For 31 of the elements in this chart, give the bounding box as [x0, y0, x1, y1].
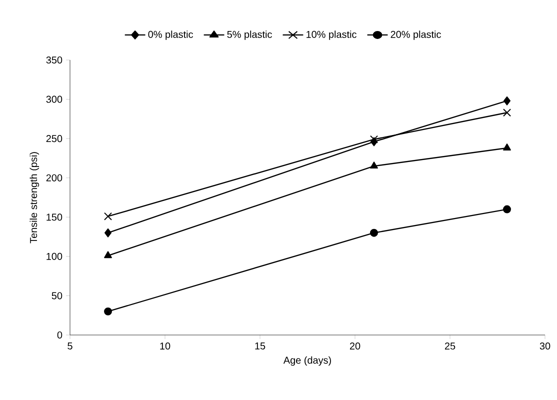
legend-label: 5% plastic: [227, 30, 272, 40]
x-tick-label: 10: [160, 342, 170, 350]
x-axis-title: Age (days): [283, 356, 331, 366]
x-tick-label: 15: [255, 342, 266, 350]
point: [104, 251, 112, 258]
point: [503, 144, 511, 150]
point: [503, 205, 511, 214]
y-tick-label: 0: [57, 331, 62, 339]
y-tick-label: 350: [46, 56, 62, 64]
point: [370, 162, 378, 169]
point: [502, 108, 512, 117]
legend-label: 0% plastic: [148, 30, 193, 40]
y-axis-title: Tensile strength (psi): [30, 152, 40, 244]
point: [104, 307, 112, 316]
x-tick-label: 5: [68, 342, 72, 350]
legend-label: 10% plastic: [306, 30, 356, 40]
point: [370, 135, 378, 144]
y-tick-label: 50: [52, 292, 62, 300]
y-tick-label: 200: [46, 174, 62, 182]
x-tick-label: 25: [444, 342, 456, 350]
point: [370, 228, 378, 237]
y-tick-label: 300: [46, 96, 62, 103]
point: [104, 228, 112, 238]
legend-label: 20% plastic: [390, 30, 441, 40]
x-tick-label: 30: [540, 342, 550, 350]
y-tick-label: 100: [46, 252, 62, 260]
y-tick-label: 150: [46, 214, 62, 221]
y-tick-label: 250: [46, 135, 62, 142]
point: [104, 212, 112, 220]
x-tick-label: 20: [350, 342, 360, 350]
point: [504, 96, 510, 106]
